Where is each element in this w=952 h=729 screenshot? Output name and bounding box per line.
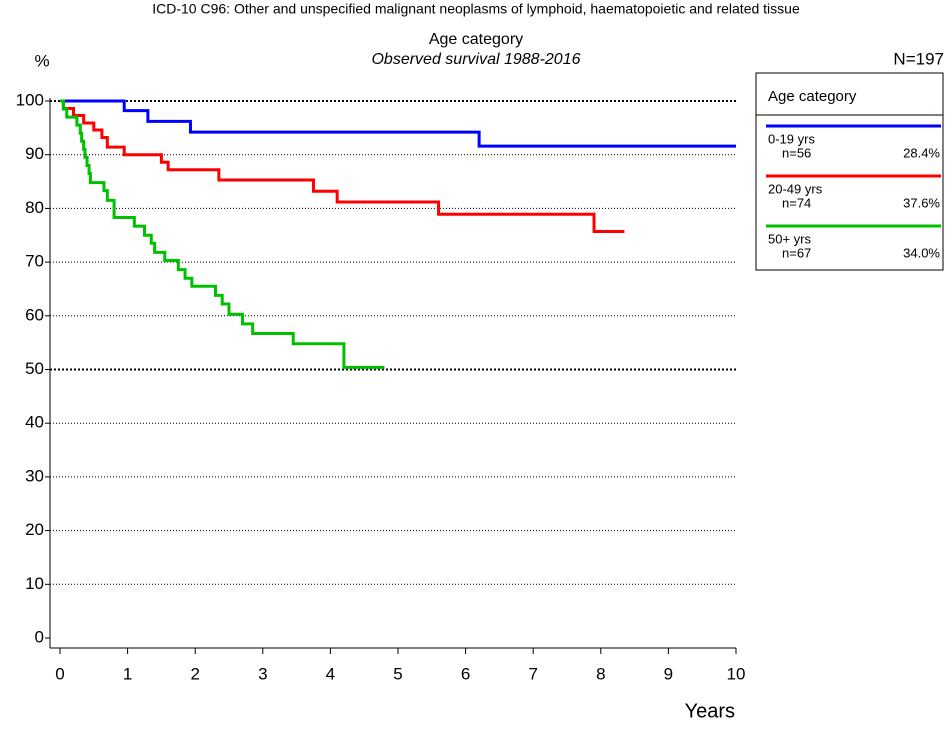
x-tick-label: 7 xyxy=(528,664,537,683)
x-tick-label: 6 xyxy=(461,664,470,683)
y-tick-label: 30 xyxy=(25,466,44,485)
y-tick-label: 100 xyxy=(16,90,44,109)
x-tick-label: 2 xyxy=(190,664,199,683)
chart-title: ICD-10 C96: Other and unspecified malign… xyxy=(152,1,800,17)
x-tick-label: 9 xyxy=(664,664,673,683)
legend-n: n=74 xyxy=(782,195,811,210)
x-tick-label: 3 xyxy=(258,664,267,683)
y-tick-label: 0 xyxy=(35,627,44,646)
y-tick-label: 20 xyxy=(25,520,44,539)
x-tick-label: 0 xyxy=(55,664,64,683)
y-axis-label: % xyxy=(34,51,49,70)
x-tick-label: 8 xyxy=(596,664,605,683)
x-axis-label: Years xyxy=(685,700,735,722)
legend-label: 50+ yrs xyxy=(768,231,811,246)
y-tick-label: 70 xyxy=(25,252,44,271)
legend-label: 0-19 yrs xyxy=(768,131,815,146)
legend-share: 28.4% xyxy=(903,145,940,160)
legend-share: 34.0% xyxy=(903,245,940,260)
y-tick-label: 80 xyxy=(25,198,44,217)
survival-curve xyxy=(60,99,625,233)
y-tick-label: 60 xyxy=(25,305,44,324)
survival-curve xyxy=(60,99,736,148)
legend-title: Age category xyxy=(768,88,857,105)
legend-share: 37.6% xyxy=(903,195,940,210)
legend-n: n=56 xyxy=(782,145,811,160)
y-tick-label: 90 xyxy=(25,144,44,163)
x-tick-label: 4 xyxy=(326,664,335,683)
x-tick-label: 10 xyxy=(727,664,746,683)
y-tick-label: 40 xyxy=(25,413,44,432)
legend-label: 20-49 yrs xyxy=(768,181,823,196)
chart-subtitle: Age category xyxy=(429,31,523,48)
survival-curve xyxy=(60,99,385,369)
legend-n: n=67 xyxy=(782,245,811,260)
x-tick-label: 1 xyxy=(123,664,132,683)
y-tick-label: 50 xyxy=(25,359,44,378)
chart-subtitle: Observed survival 1988-2016 xyxy=(371,51,580,68)
y-tick-label: 10 xyxy=(25,574,44,593)
legend-box xyxy=(755,72,944,271)
x-tick-label: 5 xyxy=(393,664,402,683)
n-total: N=197 xyxy=(893,49,944,68)
